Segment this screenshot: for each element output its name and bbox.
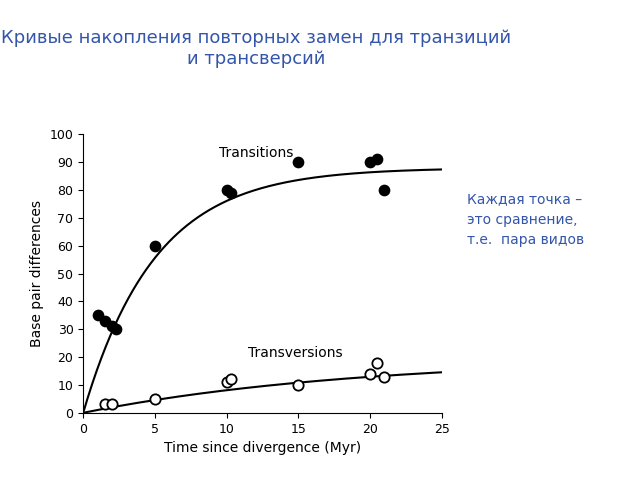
Point bbox=[365, 158, 375, 166]
Point bbox=[150, 395, 160, 403]
Text: Кривые накопления повторных замен для транзиций
и трансверсий: Кривые накопления повторных замен для тр… bbox=[1, 29, 511, 68]
Point bbox=[372, 359, 382, 367]
Point bbox=[150, 242, 160, 250]
Point bbox=[372, 156, 382, 163]
Point bbox=[92, 312, 102, 319]
Point bbox=[107, 401, 117, 408]
Point bbox=[293, 158, 303, 166]
Point bbox=[293, 381, 303, 389]
Text: Каждая точка –
это сравнение,
т.е.  пара видов: Каждая точка – это сравнение, т.е. пара … bbox=[467, 192, 584, 247]
Point bbox=[226, 189, 236, 197]
Point bbox=[226, 375, 236, 383]
Point bbox=[379, 373, 389, 381]
Point bbox=[111, 325, 122, 333]
Point bbox=[100, 401, 110, 408]
Text: Transitions: Transitions bbox=[220, 145, 294, 159]
Point bbox=[100, 317, 110, 325]
Text: Transversions: Transversions bbox=[248, 346, 342, 360]
Point bbox=[365, 370, 375, 378]
Y-axis label: Base pair differences: Base pair differences bbox=[30, 200, 44, 347]
Point bbox=[221, 186, 232, 194]
Point bbox=[379, 186, 389, 194]
X-axis label: Time since divergence (Myr): Time since divergence (Myr) bbox=[164, 441, 361, 455]
Point bbox=[221, 378, 232, 386]
Point bbox=[107, 323, 117, 330]
